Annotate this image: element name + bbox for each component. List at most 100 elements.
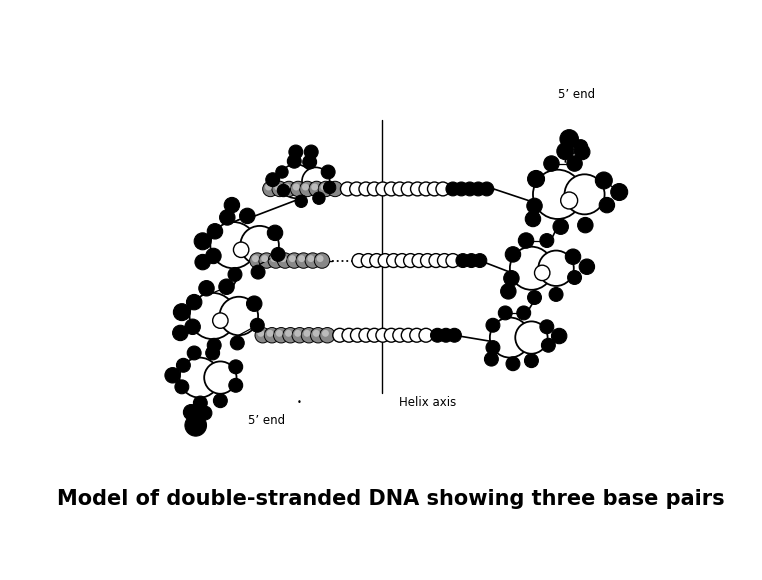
Circle shape [393,182,407,196]
Circle shape [611,183,628,201]
Circle shape [283,328,298,343]
Circle shape [404,253,418,267]
Text: •: • [297,398,302,407]
Circle shape [557,143,574,160]
Circle shape [539,251,574,286]
Circle shape [277,253,293,269]
Circle shape [271,255,277,262]
Circle shape [359,182,373,196]
Circle shape [185,415,207,436]
Circle shape [510,246,553,290]
Circle shape [259,253,274,269]
Circle shape [187,295,202,310]
Circle shape [213,394,227,408]
Circle shape [290,181,306,197]
Circle shape [281,181,296,197]
Circle shape [303,155,316,169]
Circle shape [330,183,337,190]
Circle shape [316,255,324,262]
Circle shape [309,181,325,197]
Circle shape [446,182,459,196]
Circle shape [595,172,613,189]
Circle shape [199,281,214,296]
Circle shape [421,253,434,267]
Circle shape [561,192,578,209]
Circle shape [271,248,285,262]
Circle shape [305,253,321,269]
Circle shape [402,182,415,196]
Circle shape [229,378,242,392]
Circle shape [540,320,554,334]
Circle shape [412,253,426,267]
Circle shape [574,140,588,154]
Circle shape [505,246,520,262]
Circle shape [506,357,520,371]
Circle shape [322,165,335,179]
Circle shape [504,270,519,286]
Circle shape [258,330,264,337]
Circle shape [439,328,453,342]
Circle shape [277,184,290,197]
Circle shape [553,219,568,234]
Circle shape [579,259,594,274]
Circle shape [255,328,271,343]
Circle shape [240,226,279,264]
Circle shape [540,234,554,248]
Circle shape [207,224,223,239]
Circle shape [264,328,280,343]
Circle shape [485,352,498,366]
Circle shape [447,328,461,342]
Circle shape [206,248,221,264]
Circle shape [207,338,221,352]
Circle shape [393,328,407,342]
Circle shape [213,313,228,328]
Circle shape [544,156,559,171]
Circle shape [198,406,212,420]
Circle shape [274,183,281,190]
Circle shape [266,173,280,187]
Circle shape [376,328,389,342]
Circle shape [384,328,399,342]
Circle shape [384,182,399,196]
Circle shape [173,325,188,340]
Circle shape [515,321,548,354]
Circle shape [287,253,302,269]
Circle shape [378,253,392,267]
Circle shape [501,284,516,299]
Circle shape [219,279,234,295]
Circle shape [527,198,543,213]
Circle shape [302,183,309,190]
Circle shape [239,208,255,224]
Circle shape [486,340,500,354]
Circle shape [320,328,335,343]
Circle shape [310,328,326,343]
Circle shape [473,253,487,267]
Circle shape [210,222,257,269]
Circle shape [376,182,389,196]
Circle shape [352,253,366,267]
Circle shape [410,328,424,342]
Circle shape [472,182,485,196]
Circle shape [568,270,581,284]
Circle shape [370,253,383,267]
Circle shape [498,306,512,320]
Circle shape [303,330,310,337]
Circle shape [542,338,555,352]
Circle shape [224,197,239,213]
Circle shape [250,253,265,269]
Circle shape [280,255,287,262]
Text: Helix axis: Helix axis [399,396,456,409]
Circle shape [567,156,582,171]
Circle shape [267,330,274,337]
Circle shape [177,358,190,372]
Circle shape [307,255,314,262]
Circle shape [268,253,283,269]
Circle shape [165,368,181,383]
Circle shape [319,181,334,197]
Circle shape [419,328,433,342]
Circle shape [265,183,272,190]
Circle shape [361,253,375,267]
Circle shape [302,168,330,195]
Circle shape [429,253,443,267]
Circle shape [299,181,315,197]
